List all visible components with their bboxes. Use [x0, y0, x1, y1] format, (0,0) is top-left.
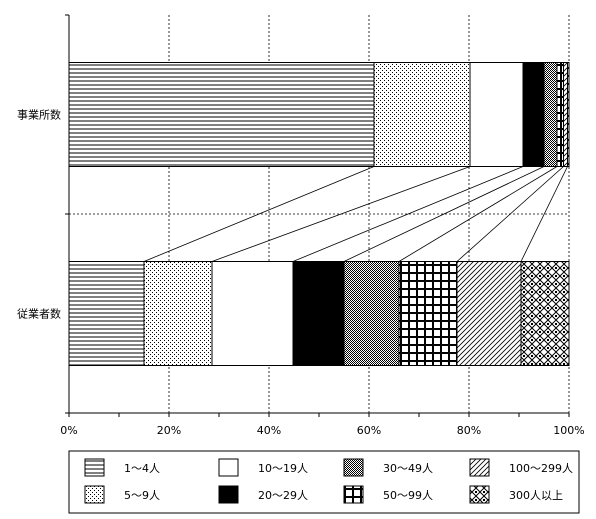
bar-segment — [343, 261, 400, 366]
bar-segment — [373, 62, 471, 167]
x-tick-label: 0% — [60, 424, 77, 437]
bar-segment — [563, 62, 568, 167]
legend-label: 100～299人 — [509, 462, 573, 475]
x-tick-label: 40% — [257, 424, 281, 437]
legend-label: 10～19人 — [258, 462, 308, 475]
bar-segment — [143, 261, 213, 366]
connector-line — [292, 166, 524, 262]
legend-label: 5～9人 — [124, 489, 160, 502]
category-label: 事業所数 — [17, 109, 61, 122]
x-tick-label: 100% — [553, 424, 584, 437]
legend-label: 50～99人 — [383, 489, 433, 502]
x-tick-label: 80% — [457, 424, 481, 437]
bar-segment — [68, 62, 375, 167]
bar-segment — [567, 62, 570, 167]
legend-label: 1～4人 — [124, 462, 160, 475]
bar-segment — [556, 62, 564, 167]
bar-segment — [456, 261, 522, 366]
connector-line — [398, 166, 558, 262]
connector-line — [343, 166, 545, 262]
bar-segment — [68, 261, 145, 366]
legend-swatch — [84, 485, 105, 504]
legend-swatch — [469, 485, 490, 504]
legend-label: 30～49人 — [383, 462, 433, 475]
connector-line — [211, 166, 471, 262]
connector-line — [456, 166, 564, 262]
legend-swatch — [84, 458, 105, 477]
x-tick-label: 20% — [157, 424, 181, 437]
legend-swatch — [218, 485, 239, 504]
legend-swatch — [469, 458, 490, 477]
category-label: 従業者数 — [17, 308, 61, 321]
legend-swatch — [343, 458, 364, 477]
bar-segment — [469, 62, 524, 167]
bar-segment — [398, 261, 458, 366]
connector-line — [520, 166, 568, 262]
legend-box — [68, 450, 580, 514]
legend-swatch — [218, 458, 239, 477]
bar-segment — [522, 62, 545, 167]
legend-label: 20～29人 — [258, 489, 308, 502]
bar-segment — [520, 261, 570, 366]
connector-line — [143, 166, 375, 262]
bar-segment — [211, 261, 294, 366]
bar-segment — [543, 62, 558, 167]
x-tick-label: 60% — [357, 424, 381, 437]
legend-label: 300人以上 — [509, 489, 563, 502]
bar-segment — [292, 261, 345, 366]
legend-swatch — [343, 485, 364, 504]
